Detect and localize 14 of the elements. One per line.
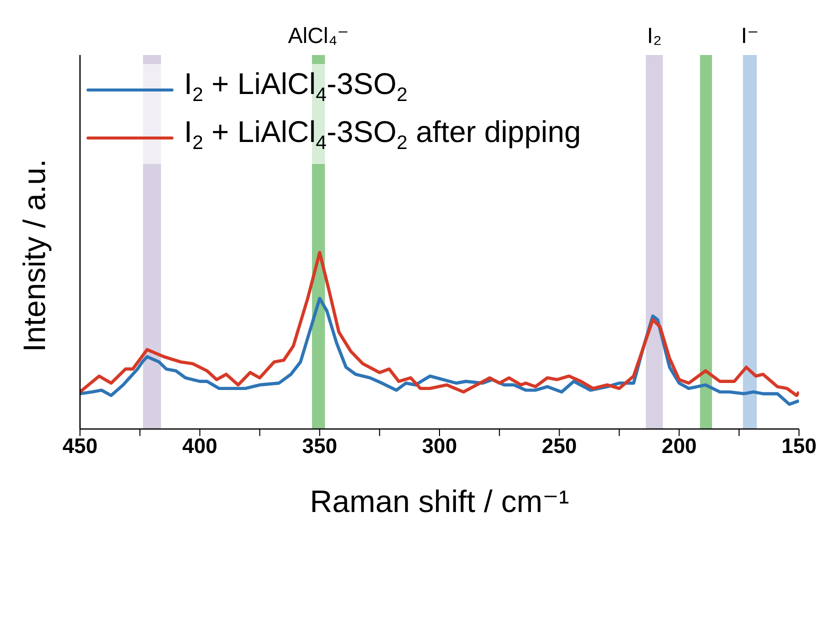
legend-label: I$_{2}$ + LiAlCl$_{4}$-3SO$_{2}$ after dipping xyxy=(184,116,581,154)
x-tick-label: 300 xyxy=(422,434,458,458)
band-label: AlCl₄⁻ xyxy=(288,23,349,48)
x-tick-label: 350 xyxy=(302,434,338,458)
band-label: I⁻ xyxy=(741,23,759,48)
band-label: I₂ xyxy=(647,23,662,48)
y-axis-title: Intensity / a.u. xyxy=(17,159,52,352)
x-tick-label: 200 xyxy=(662,434,697,458)
x-tick-label: 400 xyxy=(182,434,218,458)
x-axis-title: Raman shift / cm⁻¹ xyxy=(310,484,570,519)
x-tick-label: 150 xyxy=(781,434,817,458)
x-tick-label: 250 xyxy=(542,434,577,458)
x-tick-label: 450 xyxy=(62,434,98,458)
legend-label: I$_{2}$ + LiAlCl$_{4}$-3SO$_{2}$ xyxy=(184,68,408,106)
